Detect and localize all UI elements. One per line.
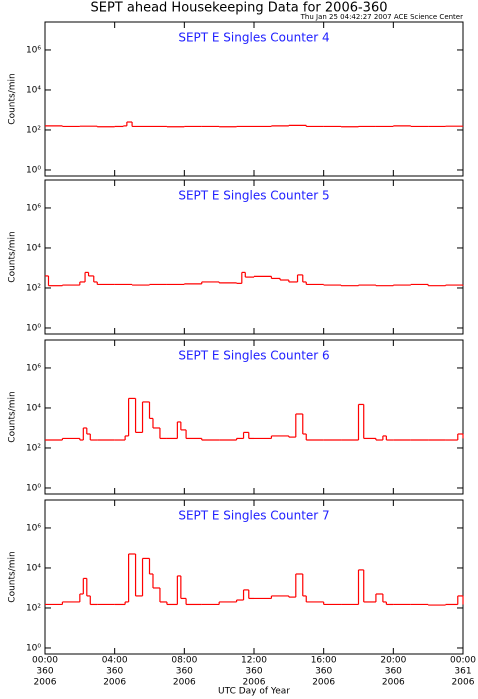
x-tick-year: 2006 <box>452 678 475 688</box>
panel-title: SEPT E Singles Counter 5 <box>178 189 329 203</box>
x-tick-year: 2006 <box>103 678 126 688</box>
x-tick-day: 360 <box>176 667 193 677</box>
x-tick-label: 00:00 <box>32 656 58 666</box>
x-tick-label: 16:00 <box>311 656 337 666</box>
y-axis-label: Counts/min <box>8 391 18 442</box>
y-tick-label: 10⁴ <box>26 85 41 95</box>
x-tick-day: 360 <box>36 667 53 677</box>
x-tick-day: 361 <box>454 667 471 677</box>
panel-title: SEPT E Singles Counter 4 <box>178 31 329 45</box>
y-tick-label: 10² <box>26 283 41 293</box>
panel-title: SEPT E Singles Counter 6 <box>178 349 329 363</box>
y-tick-label: 10⁰ <box>26 483 41 493</box>
x-tick-year: 2006 <box>173 678 196 688</box>
y-axis-label: Counts/min <box>8 231 18 282</box>
y-tick-label: 10² <box>26 125 41 135</box>
chart-title: SEPT ahead Housekeeping Data for 2006-36… <box>91 1 388 16</box>
panel-title: SEPT E Singles Counter 7 <box>178 509 329 523</box>
x-tick-label: 08:00 <box>171 656 197 666</box>
x-tick-day: 360 <box>245 667 262 677</box>
x-tick-label: 04:00 <box>102 656 128 666</box>
y-tick-label: 10⁰ <box>26 643 41 653</box>
x-tick-day: 360 <box>315 667 332 677</box>
x-tick-label: 12:00 <box>241 656 267 666</box>
y-tick-label: 10⁶ <box>26 363 41 373</box>
y-tick-label: 10⁴ <box>26 403 41 413</box>
y-tick-label: 10² <box>26 603 41 613</box>
y-tick-label: 10⁴ <box>26 243 41 253</box>
x-tick-day: 360 <box>385 667 402 677</box>
plot-frame <box>44 499 464 655</box>
y-tick-label: 10⁶ <box>26 523 41 533</box>
y-tick-label: 10² <box>26 443 41 453</box>
x-tick-day: 360 <box>106 667 123 677</box>
x-tick-label: 00:00 <box>450 656 476 666</box>
plot-frame <box>44 339 464 495</box>
x-axis-label: UTC Day of Year <box>218 687 290 697</box>
x-tick-label: 20:00 <box>380 656 406 666</box>
plot-frame <box>44 21 464 177</box>
x-tick-year: 2006 <box>243 678 266 688</box>
x-tick-year: 2006 <box>312 678 335 688</box>
y-tick-label: 10⁶ <box>26 203 41 213</box>
y-tick-label: 10⁶ <box>26 45 41 55</box>
y-tick-label: 10⁴ <box>26 563 41 573</box>
x-tick-year: 2006 <box>382 678 405 688</box>
x-tick-year: 2006 <box>34 678 57 688</box>
y-axis-label: Counts/min <box>8 73 18 124</box>
y-tick-label: 10⁰ <box>26 323 41 333</box>
y-tick-label: 10⁰ <box>26 165 41 175</box>
plot-frame <box>44 179 464 335</box>
y-axis-label: Counts/min <box>8 551 18 602</box>
chart-subtitle: Thu Jan 25 04:42:27 2007 ACE Science Cen… <box>300 13 463 21</box>
